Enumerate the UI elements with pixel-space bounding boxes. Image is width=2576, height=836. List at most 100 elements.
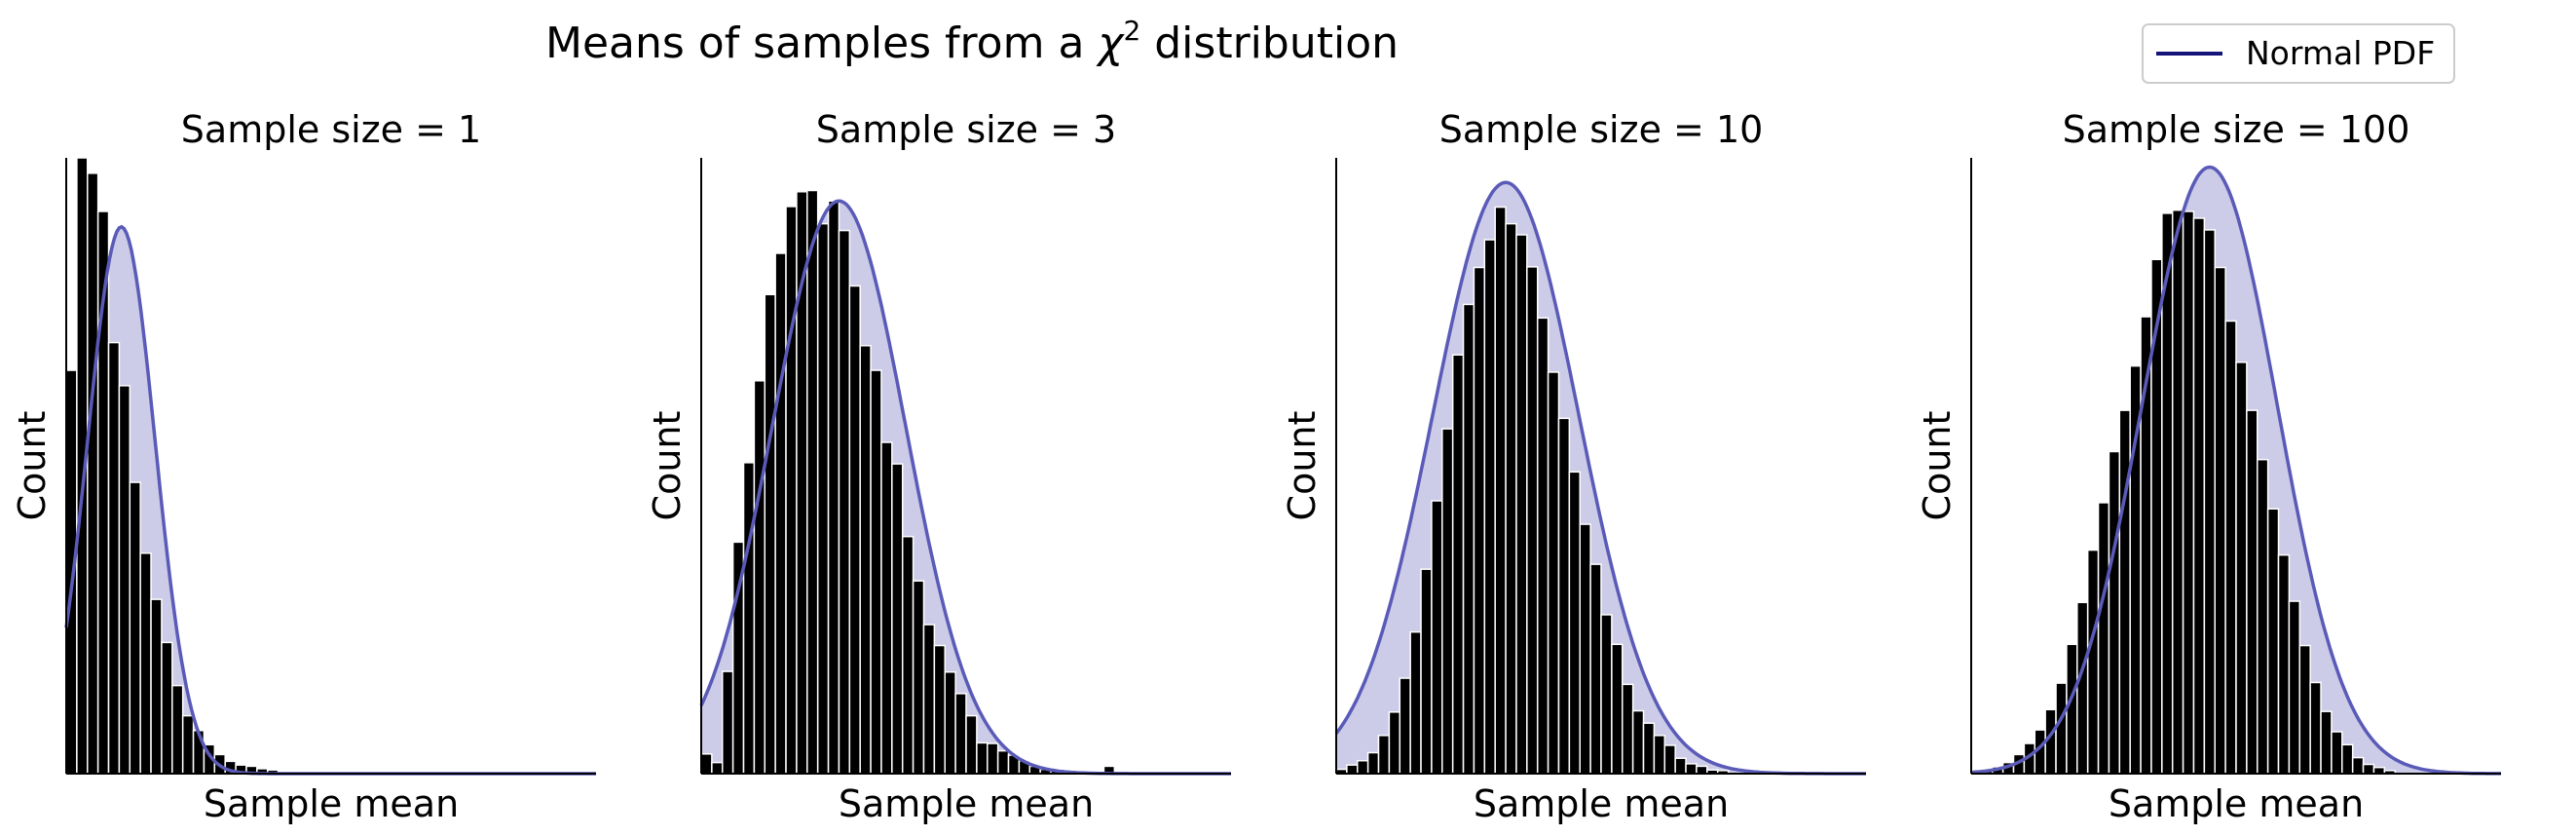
histogram-bar (2150, 258, 2163, 775)
histogram-bar (181, 714, 195, 775)
histogram-bar (1611, 643, 1624, 775)
histogram-bar (806, 189, 819, 775)
legend-box (2142, 23, 2455, 84)
figure-title-superscript: 2 (1123, 15, 1140, 47)
figure-title: Means of samples from a χ2 distribution (545, 15, 1399, 68)
histogram-bar (2214, 266, 2226, 775)
histogram-bar (1346, 764, 1359, 775)
histogram-bar (1366, 751, 1380, 775)
histogram-bar (1557, 417, 1571, 775)
chart-panel: Sample size = 100 Sample mean Count (1916, 108, 2501, 825)
histogram-bar (2097, 502, 2110, 775)
histogram-bar (1388, 711, 1401, 775)
histogram-bar (2118, 409, 2131, 775)
y-axis-label: Count (11, 411, 54, 521)
histogram-bar (1515, 234, 1528, 775)
histogram-bar (1536, 317, 1549, 775)
histogram-bar (2066, 643, 2078, 775)
histogram-bar (944, 670, 956, 775)
histogram-bar (848, 285, 861, 775)
histogram-bar (1431, 500, 1443, 775)
y-axis-label: Count (1281, 411, 1324, 521)
histogram-bar (1494, 206, 1507, 775)
x-axis-label: Sample mean (839, 782, 1094, 825)
histogram-bar (1451, 354, 1465, 775)
histogram-bar (107, 341, 121, 775)
histogram-bar (2309, 681, 2322, 775)
panel-title: Sample size = 1 (181, 108, 481, 151)
histogram-bar (954, 693, 967, 775)
histogram-bar (2277, 553, 2291, 775)
panel-title: Sample size = 3 (816, 108, 1116, 151)
legend: Normal PDF (2142, 23, 2455, 84)
histogram-bar (2192, 217, 2206, 775)
histogram-bar (1377, 735, 1391, 775)
histogram-bar (764, 293, 776, 775)
histogram-bar (139, 551, 152, 775)
histogram-bar (901, 535, 915, 775)
figure-title-suffix: distribution (1140, 19, 1399, 68)
histogram-bar (1420, 568, 1433, 775)
histogram-bar (87, 172, 99, 775)
histogram-bar (1473, 266, 1486, 775)
histogram-bar (722, 670, 734, 775)
histogram-bar (816, 222, 830, 775)
histogram-bar (2362, 763, 2375, 775)
histogram-bar (859, 345, 872, 775)
histogram-bar (1663, 744, 1676, 775)
histogram-bar (2331, 731, 2343, 775)
histogram-bar (171, 684, 184, 775)
histogram-bar (2086, 549, 2100, 775)
y-axis-label: Count (646, 411, 689, 521)
histogram-bar (1696, 765, 1708, 775)
histogram-bar (118, 385, 131, 775)
histogram-bar (65, 369, 78, 775)
histogram-bar (1600, 614, 1613, 775)
histogram-bar (987, 742, 999, 775)
histogram-bar (1568, 471, 1581, 775)
histogram-bar (838, 229, 851, 775)
histogram-bar (2266, 508, 2280, 775)
histogram-bar (2171, 209, 2184, 775)
histogram-bar (1579, 523, 1591, 775)
histogram-bar (785, 206, 798, 775)
y-axis-label: Count (1916, 411, 1959, 521)
histogram-bar (753, 380, 766, 775)
histogram-bar (774, 252, 787, 775)
x-axis-label: Sample mean (2109, 782, 2364, 825)
histogram-bar (827, 200, 840, 775)
histogram-bar (976, 741, 989, 775)
chart-panel: Sample size = 1 Sample mean Count (11, 108, 596, 825)
figure-title-prefix: Means of samples from a (545, 19, 1098, 68)
histogram-bar (2320, 710, 2333, 775)
histogram-bar (1357, 759, 1369, 775)
histogram-bar (1642, 722, 1656, 775)
histogram-bar (711, 761, 724, 775)
chart-panel: Sample size = 3 Sample mean Count (646, 108, 1231, 825)
histogram-bar (2341, 743, 2354, 775)
histogram-bar (922, 624, 936, 775)
histogram-bar (1631, 709, 1645, 775)
normal-pdf-curve (1970, 165, 2501, 776)
histogram-bar (933, 644, 946, 775)
histogram-bar (1441, 428, 1454, 775)
histogram-bar (1622, 683, 1634, 775)
x-axis-label: Sample mean (204, 782, 459, 825)
histogram-bar (1674, 757, 1687, 775)
histogram-bar (1653, 735, 1666, 775)
histogram-bar (2055, 682, 2068, 775)
x-axis-label: Sample mean (1474, 782, 1729, 825)
histogram-bar (2351, 756, 2365, 775)
histogram-bar (150, 598, 163, 775)
histogram-bar (2298, 644, 2311, 775)
histogram-bar (161, 641, 173, 775)
histogram-bar (2182, 210, 2195, 775)
histogram-bar (2257, 458, 2269, 775)
histogram-bar (1505, 222, 1517, 775)
figure-title-symbol: χ (1096, 19, 1125, 68)
histogram-bar (1399, 677, 1411, 775)
histogram-bar (870, 369, 882, 775)
histogram-bar (2203, 229, 2216, 775)
histogram-bar (2288, 600, 2301, 775)
